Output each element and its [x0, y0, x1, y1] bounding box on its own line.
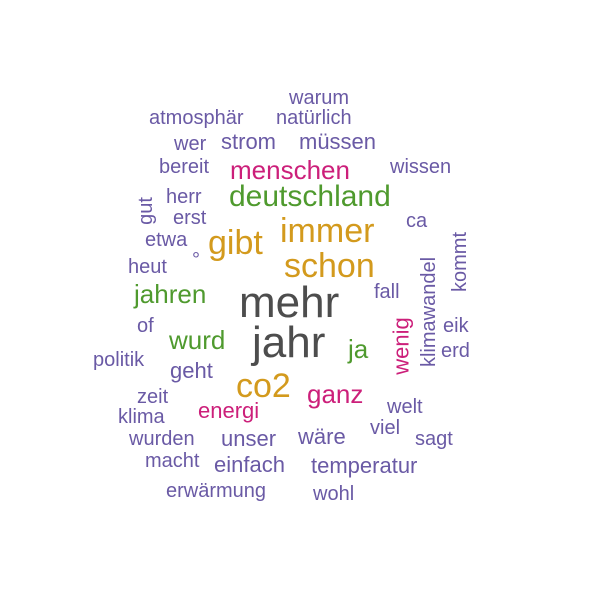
word-degree: ° — [192, 249, 200, 271]
word-einfach: einfach — [214, 452, 285, 477]
word-heut: heut — [128, 256, 167, 278]
word-erwaermung: erwärmung — [166, 480, 267, 502]
word-unser: unser — [221, 426, 277, 451]
word-jahren: jahren — [134, 279, 207, 309]
word-sagt: sagt — [415, 428, 453, 450]
word-mehr: mehr — [239, 278, 340, 327]
word-macht: macht — [145, 450, 200, 472]
word-gibt: gibt — [208, 224, 263, 262]
word-co2: co2 — [236, 367, 291, 405]
word-fall: fall — [374, 281, 400, 303]
word-politik: politik — [93, 349, 145, 371]
word-natuerlich: natürlich — [276, 107, 352, 129]
word-menschen: menschen — [230, 155, 350, 185]
word-energi: energi — [198, 398, 260, 423]
word-viel: viel — [370, 417, 401, 439]
word-klimawandel: klimawandel — [418, 256, 441, 368]
word-schon: schon — [284, 247, 375, 285]
word-ca: ca — [406, 210, 428, 232]
word-klima: klima — [118, 406, 165, 428]
word-of: of — [137, 315, 154, 337]
word-wer: wer — [174, 133, 207, 155]
word-wurden: wurden — [129, 428, 195, 450]
word-deutschland: deutschland — [229, 180, 391, 213]
word-wurd: wurd — [169, 325, 226, 355]
word-gut: gut — [134, 197, 157, 225]
word-welt: welt — [387, 396, 423, 418]
word-immer: immer — [280, 212, 375, 250]
word-etwa: etwa — [145, 229, 188, 251]
word-herr: herr — [166, 186, 202, 208]
word-jahr: jahr — [252, 318, 326, 367]
word-erst: erst — [173, 207, 207, 229]
word-muessen: müssen — [299, 129, 377, 154]
word-kommt: kommt — [449, 232, 471, 292]
word-wohl: wohl — [313, 483, 355, 505]
word-wenig: wenig — [388, 317, 414, 375]
word-bereit: bereit — [159, 156, 210, 178]
word-wissen: wissen — [390, 156, 452, 178]
word-erd: erd — [441, 340, 470, 362]
word-waere: wäre — [298, 424, 346, 449]
word-eik: eik — [443, 315, 469, 337]
word-warum: warum — [289, 87, 350, 109]
word-geht: geht — [170, 358, 213, 383]
word-temperatur: temperatur — [311, 453, 418, 478]
word-atmosphaer: atmosphär — [149, 107, 244, 129]
word-strom: strom — [221, 129, 276, 154]
word-zeit: zeit — [137, 386, 169, 408]
word-ganz: ganz — [307, 379, 364, 409]
word-ja: ja — [348, 334, 369, 364]
